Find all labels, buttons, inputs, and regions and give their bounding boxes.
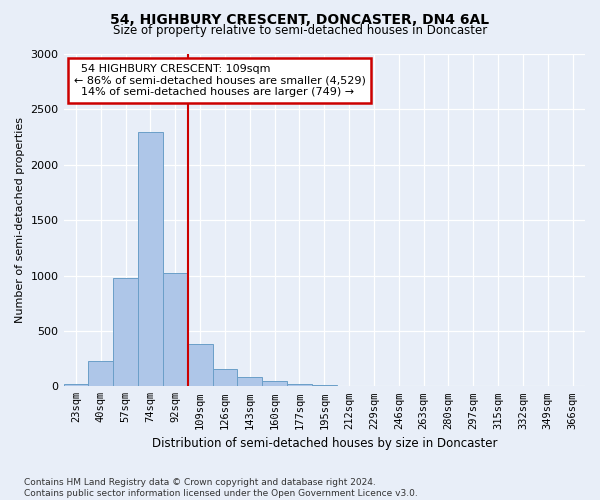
Bar xyxy=(212,368,238,386)
Bar xyxy=(64,384,88,386)
Text: 54 HIGHBURY CRESCENT: 109sqm  
← 86% of semi-detached houses are smaller (4,529): 54 HIGHBURY CRESCENT: 109sqm ← 86% of se… xyxy=(74,64,366,97)
Bar xyxy=(312,385,337,386)
Text: Size of property relative to semi-detached houses in Doncaster: Size of property relative to semi-detach… xyxy=(113,24,487,37)
X-axis label: Distribution of semi-detached houses by size in Doncaster: Distribution of semi-detached houses by … xyxy=(152,437,497,450)
Text: 54, HIGHBURY CRESCENT, DONCASTER, DN4 6AL: 54, HIGHBURY CRESCENT, DONCASTER, DN4 6A… xyxy=(110,12,490,26)
Bar xyxy=(262,381,287,386)
Bar xyxy=(88,362,113,386)
Y-axis label: Number of semi-detached properties: Number of semi-detached properties xyxy=(15,117,25,323)
Bar xyxy=(138,132,163,386)
Bar xyxy=(163,274,188,386)
Text: Contains HM Land Registry data © Crown copyright and database right 2024.
Contai: Contains HM Land Registry data © Crown c… xyxy=(24,478,418,498)
Bar xyxy=(287,384,312,386)
Bar xyxy=(238,378,262,386)
Bar xyxy=(188,344,212,387)
Bar xyxy=(113,278,138,386)
